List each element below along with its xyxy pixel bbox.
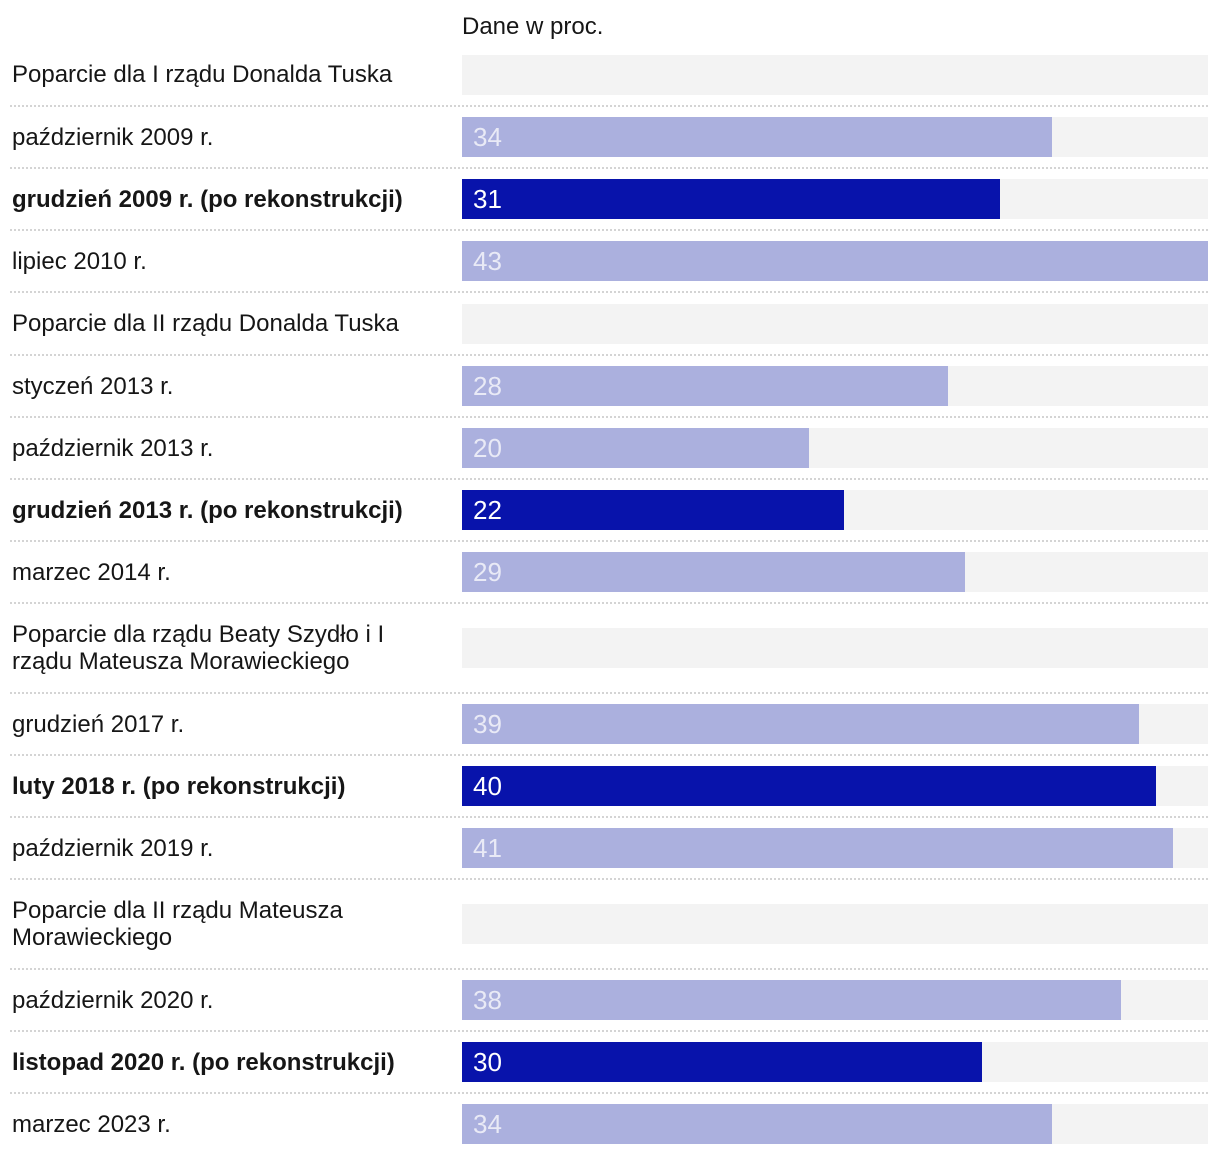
chart-header: Dane w proc. bbox=[10, 0, 1208, 44]
row-label: luty 2018 r. (po rekonstrukcji) bbox=[12, 772, 346, 800]
bar-track bbox=[462, 54, 1208, 95]
chart-row: Poparcie dla rządu Beaty Szydło i I rząd… bbox=[10, 604, 1208, 694]
row-label: marzec 2014 r. bbox=[12, 558, 171, 586]
bar-area: 43 bbox=[462, 241, 1208, 281]
bar-area: 29 bbox=[462, 552, 1208, 592]
row-label: grudzień 2017 r. bbox=[12, 710, 185, 738]
bar-track: 34 bbox=[462, 1104, 1208, 1144]
bar-value: 39 bbox=[473, 709, 502, 739]
row-label: październik 2013 r. bbox=[12, 434, 214, 462]
bar-track: 34 bbox=[462, 117, 1208, 157]
row-label: grudzień 2013 r. (po rekonstrukcji) bbox=[12, 496, 403, 524]
bar-area: 41 bbox=[462, 828, 1208, 868]
chart-rows: Poparcie dla I rządu Donalda Tuska paźdz… bbox=[10, 44, 1208, 1152]
bar: 34 bbox=[462, 117, 1052, 157]
bar: 30 bbox=[462, 1042, 983, 1082]
bar: 40 bbox=[462, 766, 1156, 806]
bar: 22 bbox=[462, 490, 844, 530]
chart-row: październik 2020 r. 38 bbox=[10, 970, 1208, 1032]
bar-track: 39 bbox=[462, 704, 1208, 744]
bar-value: 34 bbox=[473, 122, 502, 152]
bar-area: 30 bbox=[462, 1042, 1208, 1082]
bar-value: 38 bbox=[473, 985, 502, 1015]
row-label: październik 2009 r. bbox=[12, 123, 214, 151]
bar-value: 28 bbox=[473, 371, 502, 401]
chart-row: Poparcie dla II rządu Donalda Tuska bbox=[10, 293, 1208, 356]
row-label: styczeń 2013 r. bbox=[12, 372, 174, 400]
row-label: grudzień 2009 r. (po rekonstrukcji) bbox=[12, 185, 403, 213]
bar-track: 28 bbox=[462, 366, 1208, 406]
bar-track: 40 bbox=[462, 766, 1208, 806]
row-label: lipiec 2010 r. bbox=[12, 247, 147, 275]
units-label: Dane w proc. bbox=[462, 13, 604, 40]
chart-row: grudzień 2017 r. 39 bbox=[10, 694, 1208, 756]
bar-track bbox=[462, 904, 1208, 944]
chart-row: lipiec 2010 r. 43 bbox=[10, 231, 1208, 293]
bar-track bbox=[462, 303, 1208, 344]
chart-row: październik 2013 r. 20 bbox=[10, 418, 1208, 480]
bar-track: 29 bbox=[462, 552, 1208, 592]
row-label: listopad 2020 r. (po rekonstrukcji) bbox=[12, 1048, 395, 1076]
bar-area: 31 bbox=[462, 179, 1208, 219]
row-label: Poparcie dla rządu Beaty Szydło i I rząd… bbox=[12, 621, 385, 675]
bar-value: 40 bbox=[473, 771, 502, 801]
bar-value: 43 bbox=[473, 246, 502, 276]
bar: 43 bbox=[462, 241, 1208, 281]
row-label: Poparcie dla II rządu Donalda Tuska bbox=[12, 310, 399, 337]
bar: 20 bbox=[462, 428, 809, 468]
row-label: marzec 2023 r. bbox=[12, 1110, 171, 1138]
bar-track bbox=[462, 628, 1208, 668]
bar-area bbox=[462, 54, 1208, 95]
bar-value: 41 bbox=[473, 833, 502, 863]
chart-row: marzec 2023 r. 34 bbox=[10, 1094, 1208, 1152]
bar-area bbox=[462, 303, 1208, 344]
chart-row: Poparcie dla I rządu Donalda Tuska bbox=[10, 44, 1208, 107]
bar-area: 28 bbox=[462, 366, 1208, 406]
bar-track: 30 bbox=[462, 1042, 1208, 1082]
chart-row: październik 2009 r. 34 bbox=[10, 107, 1208, 169]
bar-area: 34 bbox=[462, 1104, 1208, 1144]
row-label: październik 2019 r. bbox=[12, 834, 214, 862]
bar-area bbox=[462, 628, 1208, 668]
chart-row: luty 2018 r. (po rekonstrukcji) 40 bbox=[10, 756, 1208, 818]
bar-track: 20 bbox=[462, 428, 1208, 468]
bar: 31 bbox=[462, 179, 1000, 219]
bar-area: 20 bbox=[462, 428, 1208, 468]
bar-value: 22 bbox=[473, 495, 502, 525]
bar: 38 bbox=[462, 980, 1122, 1020]
row-label: październik 2020 r. bbox=[12, 986, 214, 1014]
bar-track: 38 bbox=[462, 980, 1208, 1020]
chart-row: Poparcie dla II rządu Mateusza Morawieck… bbox=[10, 880, 1208, 970]
chart-row: listopad 2020 r. (po rekonstrukcji) 30 bbox=[10, 1032, 1208, 1094]
chart-row: marzec 2014 r. 29 bbox=[10, 542, 1208, 604]
bar-area: 22 bbox=[462, 490, 1208, 530]
chart-row: styczeń 2013 r. 28 bbox=[10, 356, 1208, 418]
bar-value: 34 bbox=[473, 1109, 502, 1139]
bar: 41 bbox=[462, 828, 1174, 868]
bar-value: 30 bbox=[473, 1047, 502, 1077]
bar-track: 43 bbox=[462, 241, 1208, 281]
bar: 39 bbox=[462, 704, 1139, 744]
row-label: Poparcie dla II rządu Mateusza Morawieck… bbox=[12, 897, 343, 951]
bar: 28 bbox=[462, 366, 948, 406]
bar-value: 29 bbox=[473, 557, 502, 587]
bar-area: 40 bbox=[462, 766, 1208, 806]
chart-row: grudzień 2009 r. (po rekonstrukcji) 31 bbox=[10, 169, 1208, 231]
bar: 29 bbox=[462, 552, 966, 592]
bar: 34 bbox=[462, 1104, 1052, 1144]
bar-area: 39 bbox=[462, 704, 1208, 744]
bar-area: 38 bbox=[462, 980, 1208, 1020]
bar-track: 31 bbox=[462, 179, 1208, 219]
chart-row: październik 2019 r. 41 bbox=[10, 818, 1208, 880]
bar-track: 22 bbox=[462, 490, 1208, 530]
bar-value: 20 bbox=[473, 433, 502, 463]
bar-track: 41 bbox=[462, 828, 1208, 868]
row-label: Poparcie dla I rządu Donalda Tuska bbox=[12, 61, 393, 88]
bar-value: 31 bbox=[473, 184, 502, 214]
bar-area: 34 bbox=[462, 117, 1208, 157]
chart-row: grudzień 2013 r. (po rekonstrukcji) 22 bbox=[10, 480, 1208, 542]
bar-area bbox=[462, 904, 1208, 944]
